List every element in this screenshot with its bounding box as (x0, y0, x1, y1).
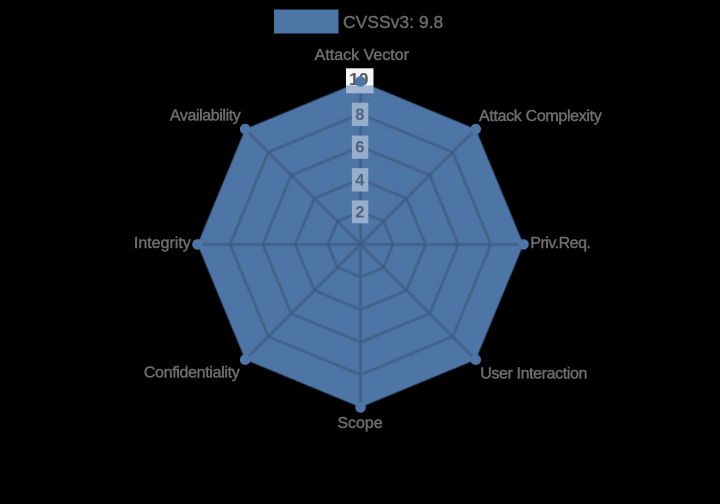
svg-text:4: 4 (355, 171, 365, 189)
svg-text:Attack Vector: Attack Vector (315, 47, 410, 64)
svg-text:Attack Complexity: Attack Complexity (479, 108, 602, 125)
svg-text:Integrity: Integrity (134, 235, 191, 252)
svg-text:Priv.Req.: Priv.Req. (530, 235, 590, 252)
svg-text:CVSSv3: 9.8: CVSSv3: 9.8 (343, 12, 443, 32)
svg-text:2: 2 (355, 203, 364, 221)
svg-text:User Interaction: User Interaction (480, 365, 587, 382)
svg-text:6: 6 (355, 139, 364, 157)
svg-text:Availability: Availability (170, 107, 241, 124)
svg-text:Confidentiality: Confidentiality (144, 364, 240, 381)
svg-text:8: 8 (355, 106, 364, 124)
svg-text:Scope: Scope (337, 415, 382, 432)
